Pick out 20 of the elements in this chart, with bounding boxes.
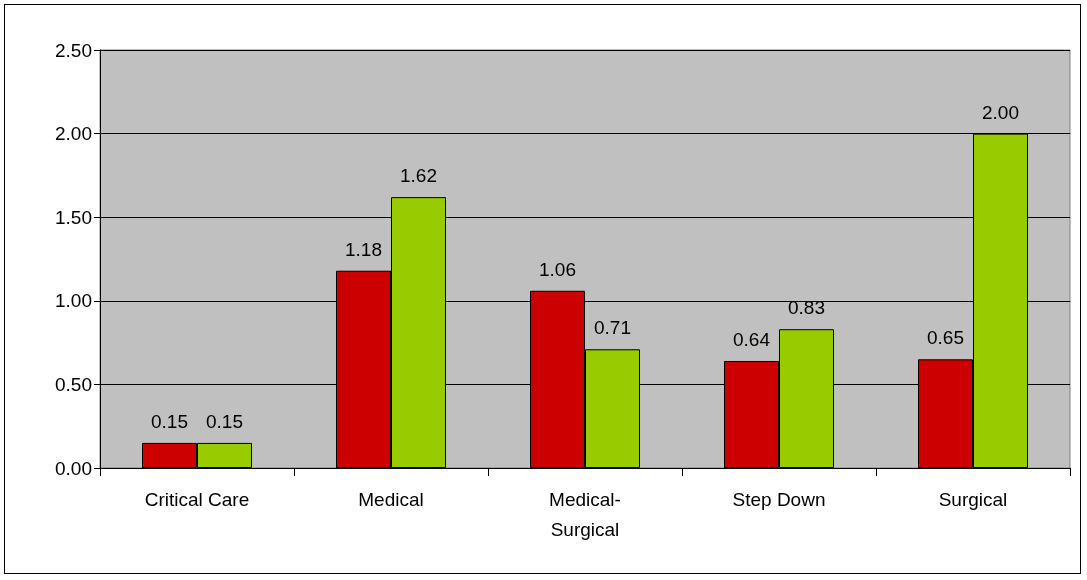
y-tick-label: 0.50 — [55, 373, 92, 395]
data-label: 2.00 — [982, 101, 1019, 123]
x-tick-label: Surgical — [938, 488, 1008, 510]
data-label: 0.15 — [206, 410, 243, 432]
x-tick-label: Step Down — [732, 488, 826, 510]
data-label: 0.71 — [594, 317, 631, 339]
y-tick-label: 1.00 — [55, 290, 92, 312]
x-tick-label: Medical-Surgical — [549, 488, 621, 540]
data-label: 0.65 — [927, 327, 964, 349]
data-label: 0.64 — [733, 328, 771, 350]
data-label: 1.06 — [539, 258, 576, 280]
y-tick-label: 2.00 — [55, 123, 92, 145]
data-label: 1.18 — [345, 238, 382, 260]
data-label: 1.62 — [400, 165, 437, 187]
y-tick-label: 2.50 — [55, 39, 92, 61]
x-tick-label: Critical Care — [144, 488, 250, 510]
data-label: 0.15 — [151, 410, 188, 432]
y-tick-label: 0.00 — [55, 457, 92, 479]
x-tick-label: Medical — [358, 488, 424, 510]
y-tick-label: 1.50 — [55, 206, 92, 228]
